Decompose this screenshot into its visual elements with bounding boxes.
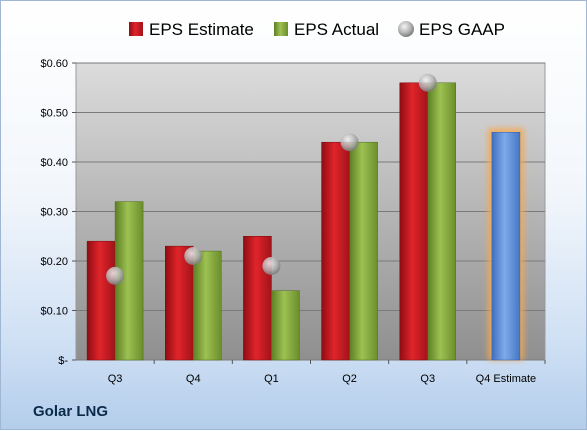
legend: EPS Estimate EPS Actual EPS GAAP xyxy=(129,20,505,39)
company-name: Golar LNG xyxy=(33,403,109,420)
bar-q4-estimate xyxy=(491,132,521,361)
legend-swatch-eps-actual xyxy=(274,22,288,36)
y-tick-label: $0.10 xyxy=(40,306,68,318)
legend-swatch-eps-gaap xyxy=(398,21,414,37)
marker-eps-gaap xyxy=(340,133,359,152)
y-tick-label: $0.50 xyxy=(40,108,68,120)
legend-item-eps-gaap: EPS GAAP xyxy=(398,20,505,39)
y-tick-label: $0.40 xyxy=(40,157,68,169)
marker-eps-gaap xyxy=(418,73,437,92)
x-tick-label: Q2 xyxy=(342,373,357,385)
y-axis-ticks: $- $0.10 $0.20 $0.30 $0.40 $0.50 $0.60 xyxy=(40,58,76,367)
bars xyxy=(86,82,524,361)
x-tick-label: Q4 Estimate xyxy=(476,373,537,385)
x-tick-label: Q4 xyxy=(186,373,201,385)
y-tick-label: $0.20 xyxy=(40,256,68,268)
bar-eps-estimate xyxy=(86,240,116,361)
legend-item-eps-actual: EPS Actual xyxy=(274,20,379,39)
bar-eps-estimate xyxy=(399,82,428,361)
x-tick-label: Q3 xyxy=(420,373,435,385)
marker-eps-gaap xyxy=(262,256,281,275)
gaap-markers xyxy=(106,73,437,285)
x-axis-ticks: Q3 Q4 Q1 Q2 Q3 Q4 Estimate xyxy=(108,360,546,385)
bar-eps-estimate xyxy=(243,236,272,361)
y-tick-label: $0.30 xyxy=(40,207,68,219)
bar-eps-actual xyxy=(193,250,222,361)
bar-eps-actual xyxy=(427,82,456,361)
y-tick-label: $0.60 xyxy=(40,58,68,70)
legend-label-eps-gaap: EPS GAAP xyxy=(419,20,505,39)
legend-swatch-eps-estimate xyxy=(129,22,143,36)
marker-eps-gaap xyxy=(184,247,203,266)
bar-eps-estimate xyxy=(321,141,350,361)
bar-eps-actual xyxy=(349,141,378,361)
x-tick-label: Q3 xyxy=(108,373,123,385)
x-tick-label: Q1 xyxy=(264,373,279,385)
legend-label-eps-estimate: EPS Estimate xyxy=(149,20,254,39)
bar-eps-actual xyxy=(271,290,300,361)
legend-item-eps-estimate: EPS Estimate xyxy=(129,20,254,39)
legend-label-eps-actual: EPS Actual xyxy=(294,20,379,39)
marker-eps-gaap xyxy=(106,266,125,285)
y-tick-label: $- xyxy=(58,355,68,367)
